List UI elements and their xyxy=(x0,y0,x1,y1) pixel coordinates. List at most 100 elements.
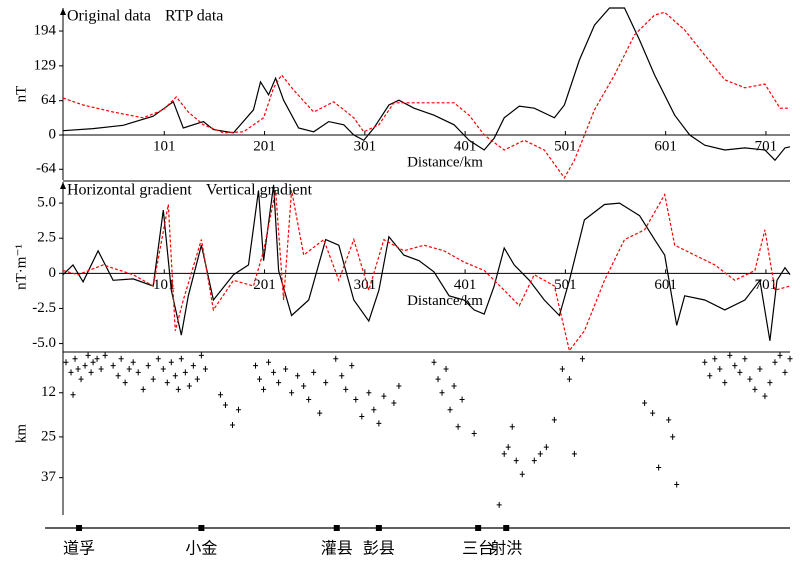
x-tick-label: 601 xyxy=(654,138,677,154)
earthquake-marker xyxy=(455,423,461,430)
series-line xyxy=(62,7,791,162)
earthquake-marker xyxy=(459,396,465,403)
earthquake-marker xyxy=(115,372,121,379)
earthquake-marker xyxy=(160,365,166,372)
earthquake-marker xyxy=(276,379,282,386)
earthquake-marker xyxy=(98,365,104,372)
earthquake-marker xyxy=(339,372,345,379)
earthquake-marker xyxy=(194,376,200,383)
earthquake-marker xyxy=(70,391,76,398)
earthquake-marker xyxy=(376,420,382,427)
earthquake-marker xyxy=(150,376,156,383)
earthquake-marker xyxy=(702,359,708,366)
earthquake-marker xyxy=(579,355,585,362)
y-axis-label: nT·m⁻¹ xyxy=(13,244,29,290)
earthquake-marker xyxy=(656,464,662,471)
x-tick-label: 701 xyxy=(755,138,778,154)
earthquake-marker xyxy=(537,450,543,457)
earthquake-marker xyxy=(295,372,301,379)
earthquake-marker xyxy=(126,365,132,372)
earthquake-marker xyxy=(371,406,377,413)
earthquake-marker xyxy=(559,365,565,372)
y-tick-label: -2.5 xyxy=(32,300,56,316)
station-marker xyxy=(333,525,340,531)
x-axis-label: Distance/km xyxy=(407,154,483,170)
earthquake-marker xyxy=(202,365,208,372)
earthquake-marker xyxy=(762,393,768,400)
earthquake-marker xyxy=(666,416,672,423)
earthquake-marker xyxy=(471,430,477,437)
earthquake-marker xyxy=(182,369,188,376)
earthquake-marker xyxy=(172,372,178,379)
earthquake-marker xyxy=(257,376,263,383)
earthquake-marker xyxy=(519,471,525,478)
earthquake-marker xyxy=(85,352,91,359)
earthquake-marker xyxy=(266,359,272,366)
earthquake-marker xyxy=(447,406,453,413)
x-tick-label: 401 xyxy=(454,277,477,293)
earthquake-marker xyxy=(501,450,507,457)
earthquake-marker xyxy=(722,379,728,386)
earthquake-marker xyxy=(118,355,124,362)
earthquake-marker xyxy=(164,379,170,386)
series-line xyxy=(62,11,790,180)
y-axis-label: nT xyxy=(13,86,29,103)
station-marker xyxy=(503,525,510,531)
x-tick-label: 301 xyxy=(354,138,377,154)
earthquake-marker xyxy=(366,389,372,396)
earthquake-marker xyxy=(742,355,748,362)
earthquake-marker xyxy=(747,376,753,383)
earthquake-marker xyxy=(145,362,151,369)
y-axis-label: km xyxy=(13,424,29,444)
station-label: 三台 xyxy=(462,540,494,558)
earthquake-marker xyxy=(787,355,793,362)
earthquake-marker xyxy=(396,382,402,389)
earthquake-marker xyxy=(343,386,349,393)
station-label: 小金 xyxy=(185,540,217,558)
earthquake-marker xyxy=(271,369,277,376)
x-tick-label: 101 xyxy=(153,138,176,154)
earthquake-marker xyxy=(135,369,141,376)
y-tick-label: 129 xyxy=(34,57,57,73)
y-tick-label: 64 xyxy=(41,92,57,108)
y-tick-label: -64 xyxy=(36,161,56,177)
y-tick-label: 2.5 xyxy=(37,230,56,246)
station-marker xyxy=(475,525,482,531)
earthquake-marker xyxy=(235,406,241,413)
earthquake-marker xyxy=(443,365,449,372)
earthquake-marker xyxy=(130,359,136,366)
earthquake-marker xyxy=(670,433,676,440)
earthquake-marker xyxy=(283,365,289,372)
earthquake-marker xyxy=(217,391,223,398)
earthquake-marker xyxy=(509,423,515,430)
earthquake-marker xyxy=(349,362,355,369)
earthquake-marker xyxy=(531,457,537,464)
earthquake-marker xyxy=(505,444,511,451)
earthquake-marker xyxy=(451,382,457,389)
x-tick-label: 501 xyxy=(554,277,577,293)
earthquake-marker xyxy=(752,386,758,393)
earthquake-marker xyxy=(642,399,648,406)
earthquake-marker xyxy=(90,359,96,366)
axis-arrow xyxy=(60,182,66,189)
earthquake-marker xyxy=(737,369,743,376)
legend-label: RTP data xyxy=(165,8,223,25)
y-tick-label: -5.0 xyxy=(32,335,56,351)
earthquake-marker xyxy=(767,379,773,386)
earthquake-marker xyxy=(496,501,502,508)
earthquake-marker xyxy=(198,352,204,359)
earthquake-marker xyxy=(190,362,196,369)
earthquake-marker xyxy=(381,393,387,400)
station-label: 道孚 xyxy=(63,540,95,558)
earthquake-marker xyxy=(306,396,312,403)
earthquake-marker xyxy=(175,386,181,393)
y-tick-label: 0 xyxy=(49,126,57,142)
earthquake-marker xyxy=(439,389,445,396)
earthquake-marker xyxy=(571,450,577,457)
station-label: 灌县 xyxy=(321,540,353,558)
y-tick-label: 5.0 xyxy=(37,195,56,211)
earthquake-marker xyxy=(261,386,267,393)
earthquake-marker xyxy=(551,416,557,423)
earthquake-marker xyxy=(707,372,713,379)
